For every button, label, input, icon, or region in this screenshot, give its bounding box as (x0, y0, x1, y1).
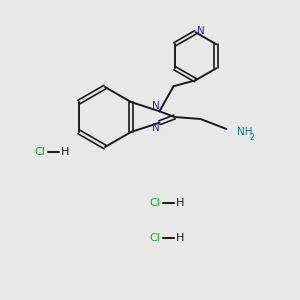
Text: N: N (152, 123, 159, 133)
Text: Cl: Cl (150, 198, 160, 208)
Text: 2: 2 (250, 133, 254, 142)
Text: N: N (196, 26, 204, 36)
Text: H: H (176, 233, 184, 243)
Text: H: H (61, 147, 69, 157)
Text: NH: NH (236, 127, 252, 137)
Text: H: H (176, 198, 184, 208)
Text: N: N (152, 101, 159, 111)
Text: Cl: Cl (34, 147, 45, 157)
Text: Cl: Cl (150, 233, 160, 243)
